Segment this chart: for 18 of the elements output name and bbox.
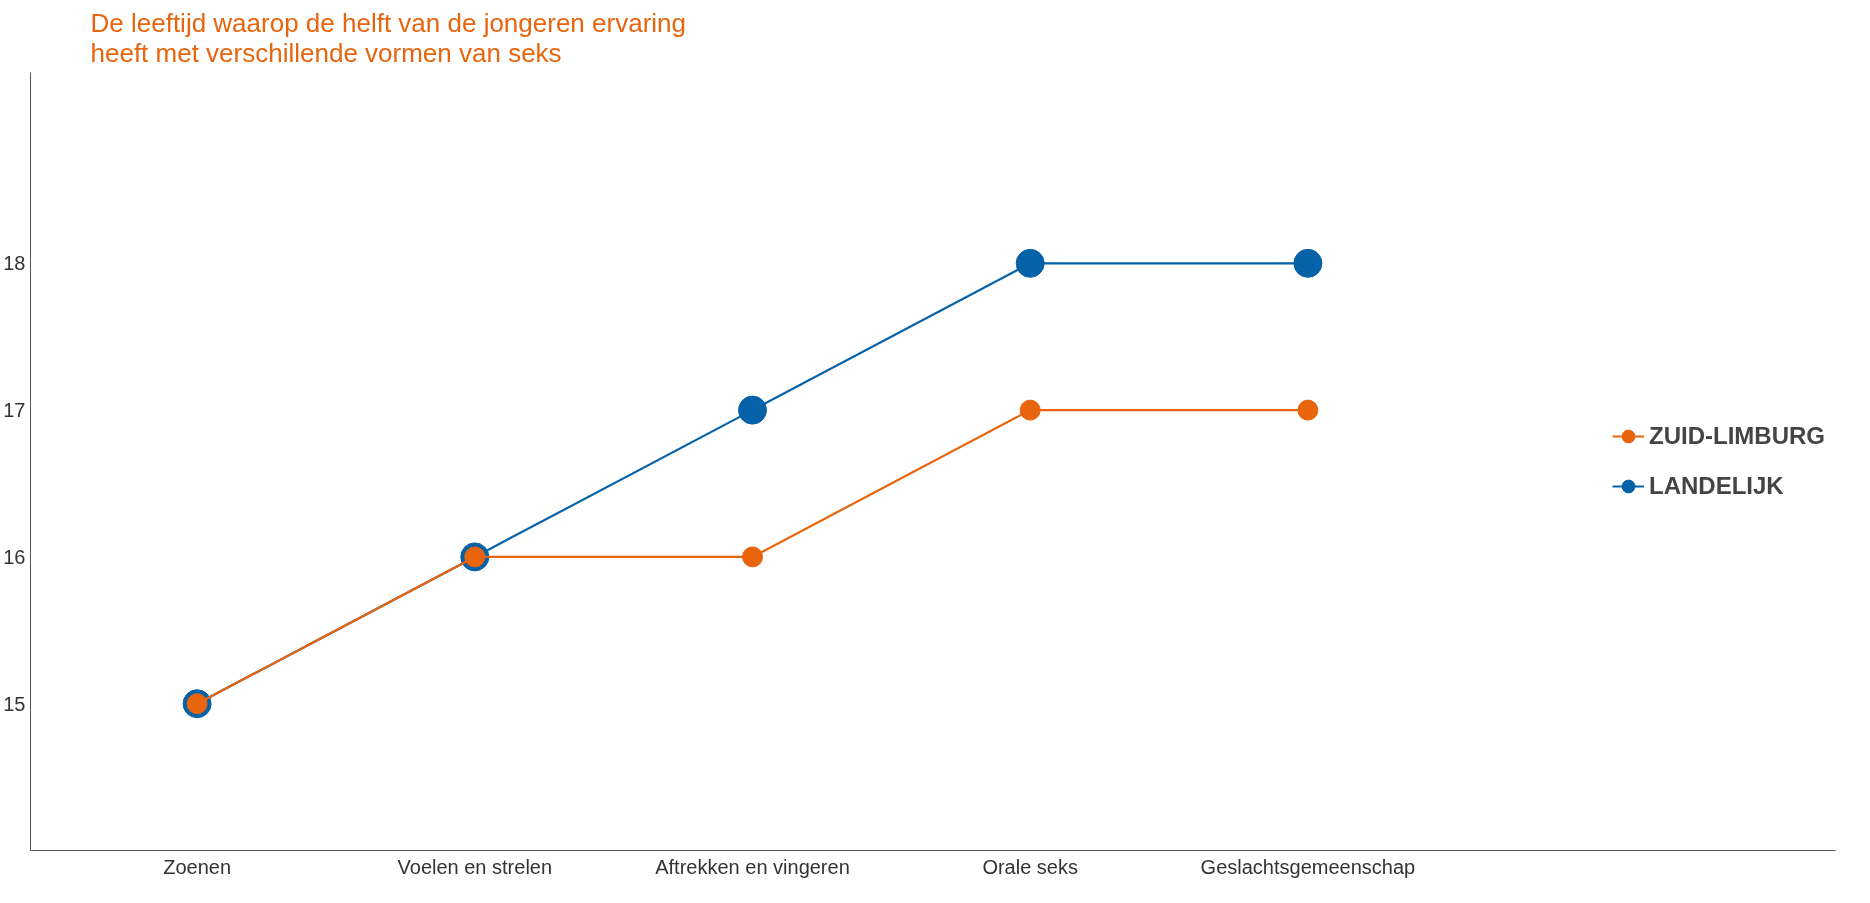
legend-label: LANDELIJK [1649, 472, 1784, 500]
point [1019, 399, 1041, 421]
y-tick-label: 17 [3, 399, 26, 422]
point [1297, 399, 1319, 421]
y-tick-label: 15 [3, 692, 26, 715]
x-tick-label: Aftrekken en vingeren [655, 855, 850, 878]
point [742, 546, 763, 568]
y-tick-label: 18 [3, 252, 26, 275]
x-tick-label: Orale seks [982, 855, 1078, 878]
point [738, 395, 767, 425]
point [1015, 248, 1045, 278]
legend-label: ZUID-LIMBURG [1649, 422, 1825, 450]
point [1293, 248, 1323, 278]
x-tick-label: Zoenen [163, 855, 232, 878]
y-tick-label: 16 [3, 545, 26, 568]
x-tick-label: Voelen en strelen [397, 855, 553, 878]
x-tick-label: Geslachtsgemeenschap [1200, 855, 1416, 878]
chart-title: De leeftijd waarop de helft van de jongeren ervaring heeft met verschillende vormen van seks [90, 7, 686, 68]
